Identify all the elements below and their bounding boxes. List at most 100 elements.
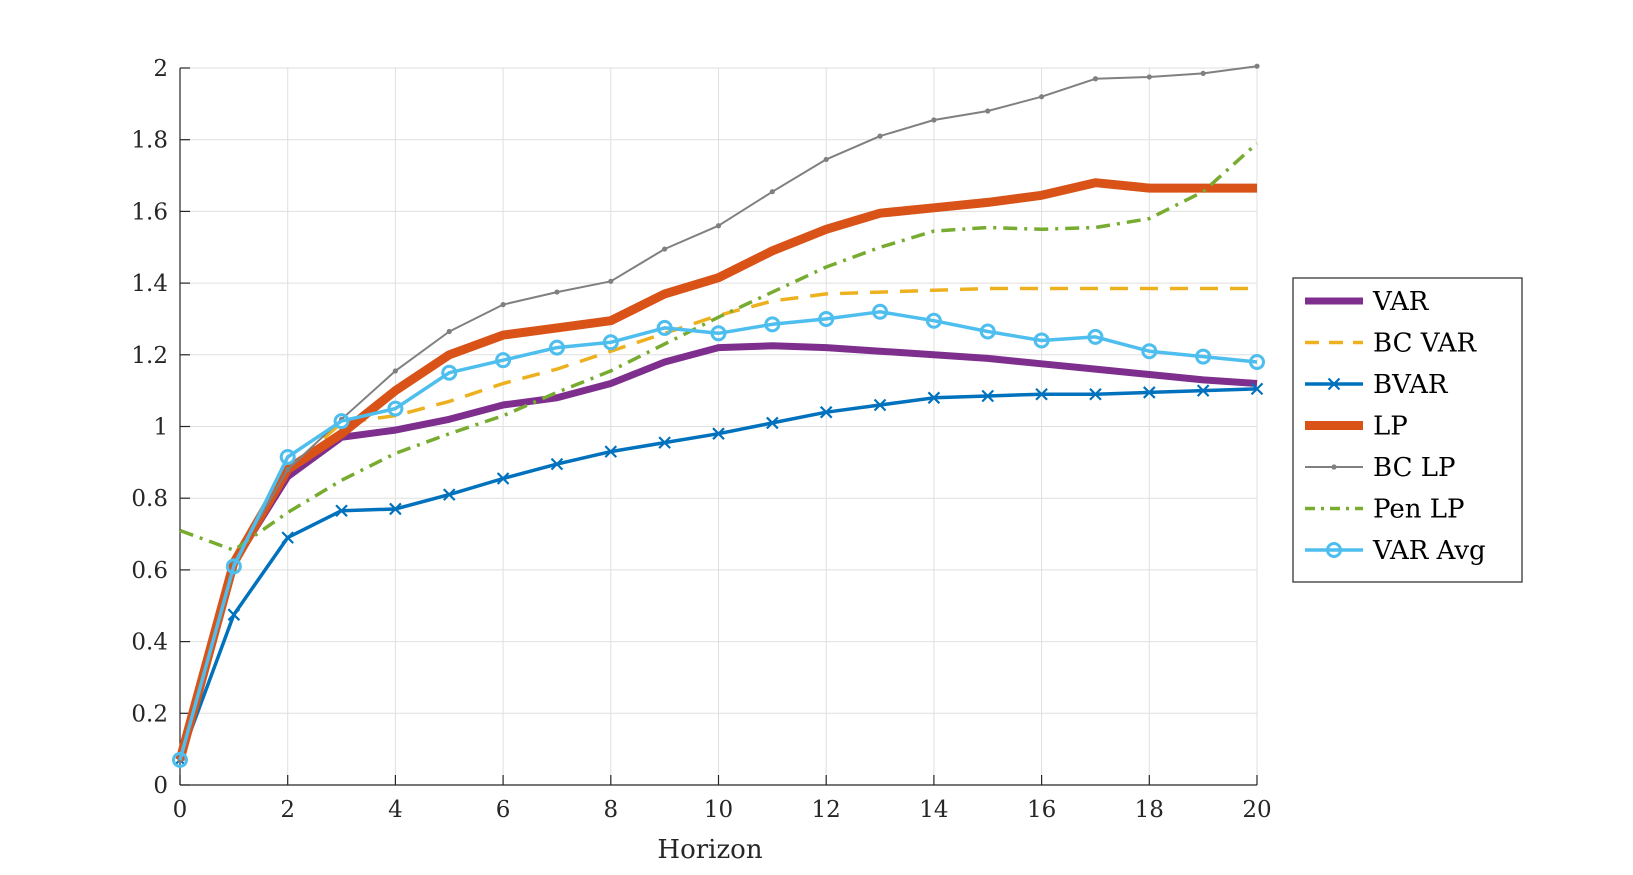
legend-marker (1331, 464, 1337, 470)
legend-label: Pen LP (1373, 495, 1464, 525)
data-point-var-avg (172, 751, 188, 768)
legend-item-lp: LP (1305, 412, 1408, 442)
legend-label: BC LP (1373, 453, 1456, 483)
data-point-bvar (927, 391, 941, 405)
data-point-var-avg (387, 400, 404, 417)
data-point-bvar (604, 445, 618, 458)
data-point-var-avg (656, 319, 673, 336)
data-point-var-avg (764, 316, 781, 333)
data-point-var-avg (602, 334, 619, 351)
data-point-bc-lp (500, 302, 506, 308)
data-point-var-avg (495, 352, 512, 369)
data-point-bc-lp (823, 156, 829, 163)
data-point-bc-lp (1146, 74, 1152, 80)
data-point-bc-lp (392, 368, 398, 374)
x-tick-label: 8 (603, 797, 618, 823)
y-tick-label: 0.4 (131, 630, 168, 656)
y-tick-label: 1.4 (131, 271, 168, 297)
data-point-bvar (766, 416, 779, 430)
x-tick-label: 2 (280, 797, 295, 823)
data-point-bvar (981, 389, 995, 403)
legend-label: BC VAR (1373, 329, 1478, 359)
legend-label: VAR Avg (1372, 536, 1486, 566)
series-group (172, 63, 1265, 768)
data-point-bc-lp (662, 246, 668, 252)
x-tick-label: 12 (812, 797, 841, 823)
data-point-bvar (335, 504, 348, 518)
series-var (176, 342, 1258, 761)
legend-item-var-avg: VAR Avg (1305, 536, 1486, 566)
series-pen-lp (179, 141, 1259, 552)
y-tick-label: 2 (153, 56, 168, 82)
data-point-bvar (873, 398, 887, 412)
data-point-bc-lp (1200, 70, 1206, 76)
y-tick-label: 1.8 (131, 128, 168, 154)
data-point-bc-lp (931, 117, 937, 123)
legend-label: VAR (1372, 287, 1430, 317)
legend-item-bc-var: BC VAR (1305, 329, 1478, 359)
legend-marker (1327, 377, 1341, 391)
data-point-var-avg (441, 364, 458, 381)
data-point-bvar (227, 608, 241, 621)
series-line-lp (175, 178, 1257, 762)
legend-item-var: VAR (1305, 287, 1430, 317)
y-tick-label: 0.6 (131, 558, 168, 584)
y-tick-label: 1.6 (131, 199, 168, 225)
data-point-bvar (1250, 382, 1264, 396)
data-point-bc-lp (1092, 76, 1099, 82)
data-point-bvar (389, 502, 402, 516)
data-point-bc-lp (769, 189, 775, 195)
data-point-bc-lp (285, 466, 291, 473)
data-point-bvar (1089, 387, 1102, 401)
data-point-bc-lp (1039, 94, 1045, 100)
x-axis-label: Horizon (657, 835, 762, 865)
data-point-var-avg (1141, 343, 1158, 360)
x-tick-label: 0 (173, 797, 188, 823)
x-tick-label: 4 (388, 797, 403, 823)
data-point-bc-lp (985, 108, 991, 114)
data-point-bc-lp (446, 328, 452, 335)
legend-item-bvar: BVAR (1305, 370, 1449, 400)
data-point-bvar (1035, 387, 1048, 401)
data-point-var-avg (925, 312, 942, 329)
data-point-bvar (550, 457, 564, 471)
legend-label: LP (1373, 412, 1408, 442)
data-point-bc-lp (554, 289, 560, 295)
data-point-bvar (712, 427, 725, 440)
axes (179, 67, 1258, 786)
y-tick-label: 0.8 (131, 486, 168, 512)
data-point-var-avg (1087, 328, 1104, 345)
y-tick-label: 1 (153, 415, 168, 441)
y-tick-label: 1.2 (131, 343, 168, 369)
series-var-avg (172, 303, 1265, 768)
data-point-bvar (442, 488, 456, 501)
data-point-var-avg (225, 558, 242, 575)
grid-lines (179, 67, 1258, 786)
legend-label: BVAR (1373, 370, 1449, 400)
data-point-bc-lp (608, 278, 614, 284)
data-point-var-avg (1195, 348, 1212, 365)
data-point-bvar (496, 472, 510, 485)
legend-item-pen-lp: Pen LP (1305, 495, 1464, 525)
data-point-bc-lp (715, 223, 722, 229)
y-tick-label: 0 (153, 773, 168, 799)
series-lp (175, 178, 1257, 762)
series-line-pen-lp (179, 141, 1259, 552)
data-point-var-avg (1249, 353, 1265, 370)
data-point-var-avg (1033, 332, 1050, 349)
data-point-var-avg (333, 413, 350, 430)
y-tick-label: 0.2 (131, 701, 168, 727)
x-tick-label: 18 (1135, 797, 1164, 823)
x-tick-label: 10 (704, 797, 733, 823)
x-tick-label: 16 (1027, 797, 1056, 823)
data-point-var-avg (872, 303, 889, 320)
data-point-var-avg (979, 323, 996, 340)
tick-labels: 0 2 4 6 8 10 12 14 16 18 20 0 0.2 0.4 0.6 0.8 1 1.2 1.4 1.6… (131, 56, 1271, 823)
data-point-bvar (1196, 384, 1210, 397)
data-point-bvar (819, 405, 833, 419)
x-tick-label: 6 (496, 797, 511, 823)
series-line-var-avg (178, 310, 1258, 761)
series-bc-lp (177, 63, 1260, 763)
series-line-var (176, 342, 1258, 761)
